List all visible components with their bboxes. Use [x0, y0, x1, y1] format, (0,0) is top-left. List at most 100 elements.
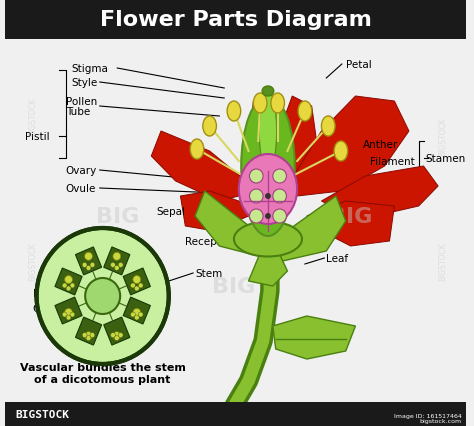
Circle shape	[82, 333, 87, 338]
Text: BIG: BIG	[96, 207, 139, 227]
Polygon shape	[123, 297, 150, 324]
Polygon shape	[55, 268, 82, 295]
Circle shape	[86, 336, 91, 341]
Circle shape	[134, 286, 139, 291]
Ellipse shape	[271, 94, 284, 114]
Text: Xylem: Xylem	[39, 273, 72, 283]
Circle shape	[138, 283, 143, 288]
Ellipse shape	[334, 142, 348, 161]
Text: Petal: Petal	[346, 60, 372, 70]
Circle shape	[265, 213, 271, 219]
Circle shape	[110, 263, 115, 268]
Polygon shape	[195, 192, 268, 256]
Text: Image ID: 161517464
bigstock.com: Image ID: 161517464 bigstock.com	[393, 413, 461, 423]
Text: BIG: BIG	[212, 276, 255, 296]
Ellipse shape	[133, 309, 141, 317]
Circle shape	[138, 312, 143, 317]
Text: Receptacle: Receptacle	[185, 236, 243, 246]
Ellipse shape	[203, 117, 217, 137]
Ellipse shape	[321, 117, 335, 137]
Polygon shape	[55, 297, 82, 324]
Polygon shape	[75, 317, 101, 345]
Circle shape	[82, 263, 87, 268]
Text: BIGSTOCK: BIGSTOCK	[15, 409, 69, 419]
Polygon shape	[248, 102, 283, 187]
Ellipse shape	[249, 170, 263, 184]
Ellipse shape	[241, 97, 295, 236]
Circle shape	[70, 312, 75, 317]
Polygon shape	[248, 246, 287, 286]
Polygon shape	[123, 268, 150, 295]
Ellipse shape	[239, 155, 297, 225]
Ellipse shape	[133, 276, 141, 284]
Polygon shape	[273, 97, 317, 181]
Polygon shape	[104, 248, 130, 275]
Circle shape	[130, 312, 136, 317]
Text: Pollen: Pollen	[66, 97, 97, 107]
Circle shape	[62, 312, 67, 317]
Ellipse shape	[227, 102, 241, 122]
Circle shape	[85, 278, 120, 314]
Bar	[5, 402, 466, 426]
Ellipse shape	[254, 94, 267, 114]
Ellipse shape	[85, 332, 92, 340]
Ellipse shape	[190, 140, 204, 160]
Text: Leaf: Leaf	[326, 253, 348, 263]
Circle shape	[90, 263, 95, 268]
Ellipse shape	[259, 92, 277, 172]
Circle shape	[36, 228, 169, 364]
Text: Anther: Anther	[363, 140, 399, 150]
Text: Pistil: Pistil	[25, 132, 49, 142]
Ellipse shape	[113, 332, 121, 340]
Polygon shape	[104, 317, 130, 345]
Polygon shape	[273, 196, 346, 262]
Circle shape	[114, 266, 119, 271]
Text: BIGSTOCK: BIGSTOCK	[438, 117, 447, 156]
Circle shape	[118, 263, 123, 268]
Polygon shape	[273, 316, 356, 359]
Bar	[5, 0, 466, 40]
Text: Filament: Filament	[370, 157, 415, 167]
Polygon shape	[151, 132, 258, 201]
Text: BIGSTOCK: BIGSTOCK	[28, 242, 37, 281]
Text: Sepal: Sepal	[156, 207, 185, 216]
Ellipse shape	[64, 309, 73, 317]
Text: BIG: BIG	[329, 207, 372, 227]
Ellipse shape	[273, 210, 286, 224]
Ellipse shape	[113, 253, 121, 261]
Text: Stamen: Stamen	[426, 154, 466, 164]
Circle shape	[70, 283, 75, 288]
Polygon shape	[181, 192, 254, 231]
Circle shape	[110, 333, 115, 338]
Circle shape	[66, 315, 71, 320]
Text: Phloem: Phloem	[33, 288, 72, 298]
Ellipse shape	[262, 87, 274, 97]
Text: Stem: Stem	[254, 268, 281, 278]
Circle shape	[118, 333, 123, 338]
Ellipse shape	[64, 276, 73, 284]
Text: BIGSTOCK: BIGSTOCK	[28, 98, 37, 136]
Circle shape	[130, 283, 136, 288]
Text: Tube: Tube	[66, 107, 90, 117]
Text: BIGSTOCK: BIGSTOCK	[438, 242, 447, 281]
Text: Flower Parts Diagram: Flower Parts Diagram	[100, 10, 372, 30]
Polygon shape	[307, 201, 394, 246]
Circle shape	[66, 286, 71, 291]
Text: Vascular bundles the stem
of a dicotomous plant: Vascular bundles the stem of a dicotomou…	[20, 363, 186, 384]
Circle shape	[90, 333, 95, 338]
Circle shape	[265, 193, 271, 199]
Ellipse shape	[249, 190, 263, 204]
Circle shape	[114, 336, 119, 341]
Circle shape	[86, 266, 91, 271]
Circle shape	[62, 283, 67, 288]
Ellipse shape	[273, 190, 286, 204]
Polygon shape	[75, 248, 101, 275]
Text: Stem: Stem	[195, 268, 222, 278]
Text: Ovary: Ovary	[66, 166, 97, 176]
Polygon shape	[321, 167, 438, 216]
Ellipse shape	[298, 102, 312, 122]
Circle shape	[134, 315, 139, 320]
Polygon shape	[287, 97, 409, 196]
Ellipse shape	[249, 210, 263, 224]
Ellipse shape	[273, 170, 286, 184]
